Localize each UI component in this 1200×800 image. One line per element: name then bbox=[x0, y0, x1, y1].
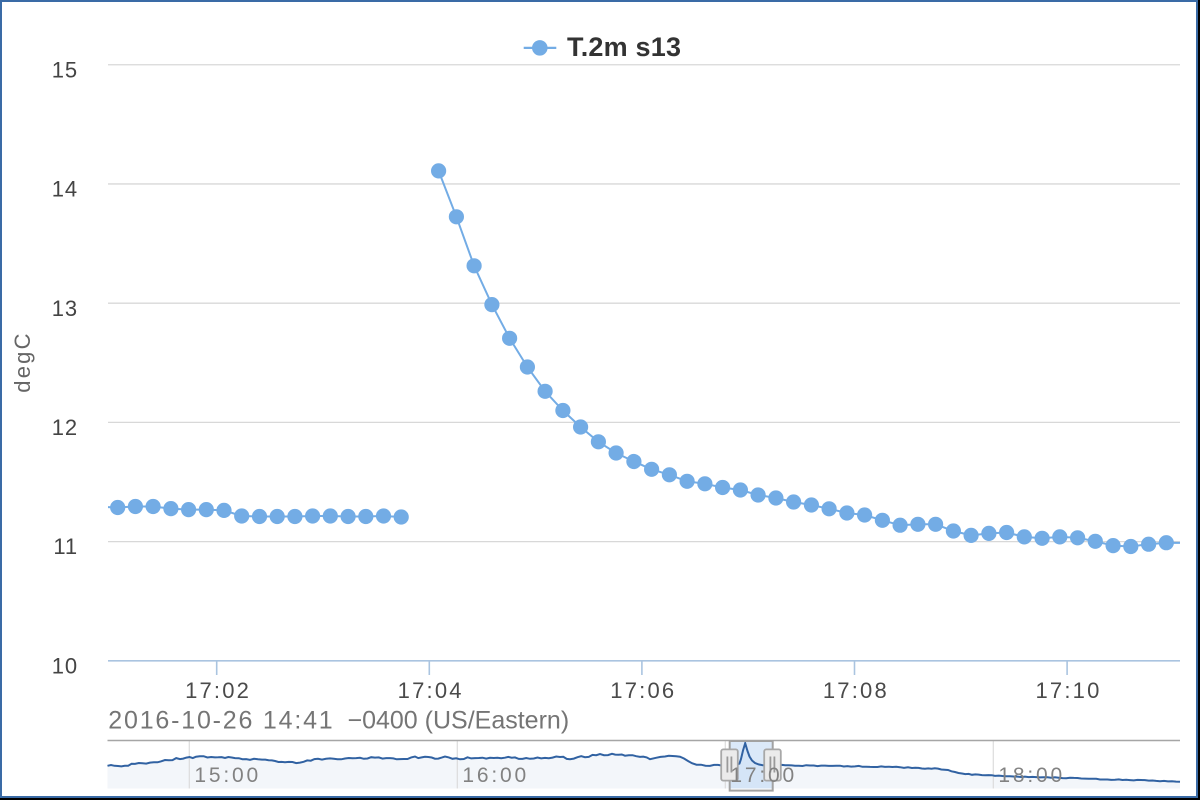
svg-text:14: 14 bbox=[52, 177, 78, 202]
svg-text:17:06: 17:06 bbox=[610, 678, 676, 703]
svg-text:16:00: 16:00 bbox=[462, 764, 529, 787]
svg-text:17:08: 17:08 bbox=[823, 678, 889, 703]
svg-text:17:00: 17:00 bbox=[730, 764, 797, 787]
svg-text:18:00: 18:00 bbox=[998, 764, 1065, 787]
svg-text:15: 15 bbox=[52, 57, 78, 82]
svg-text:11: 11 bbox=[53, 534, 78, 559]
svg-text:17:10: 17:10 bbox=[1035, 678, 1101, 703]
svg-text:−0400 (US/Eastern): −0400 (US/Eastern) bbox=[348, 707, 570, 735]
svg-text:17:04: 17:04 bbox=[398, 678, 464, 703]
svg-text:degC: degC bbox=[10, 331, 35, 392]
svg-text:13: 13 bbox=[52, 296, 78, 321]
svg-text:17:02: 17:02 bbox=[185, 678, 251, 703]
svg-text:2016-10-26 14:41: 2016-10-26 14:41 bbox=[108, 707, 334, 735]
svg-text:10: 10 bbox=[52, 653, 78, 678]
svg-text:15:00: 15:00 bbox=[194, 764, 261, 787]
svg-text:12: 12 bbox=[52, 415, 78, 440]
svg-text:T.2m s13: T.2m s13 bbox=[567, 32, 681, 62]
